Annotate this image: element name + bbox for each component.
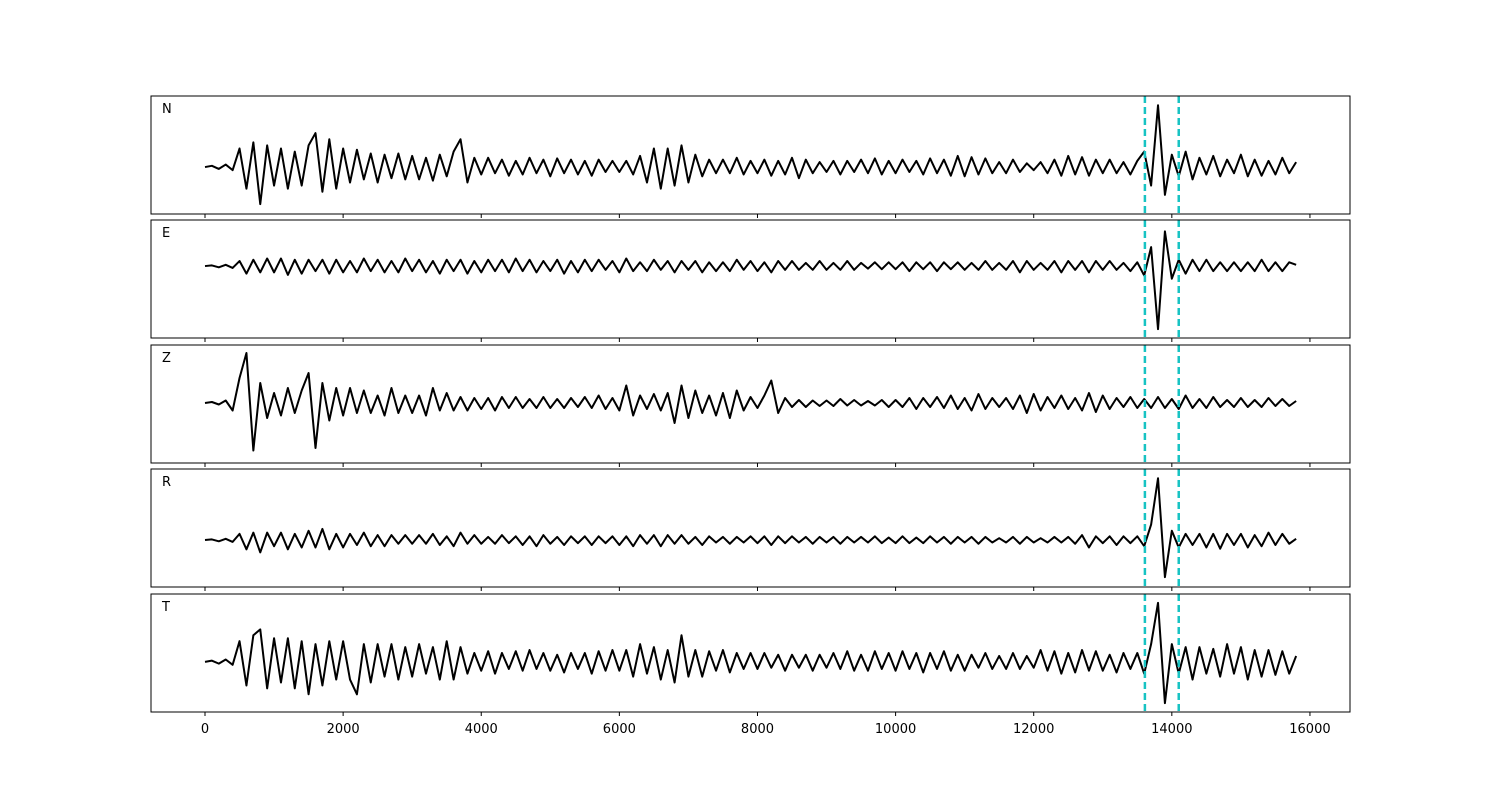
panel-label: N (162, 102, 172, 117)
x-tick-label: 12000 (1013, 722, 1054, 737)
waveform (204, 352, 1297, 452)
panel-frame (150, 468, 1351, 588)
panel-label: R (162, 475, 171, 490)
waveform (204, 104, 1297, 206)
panel-label: E (162, 226, 170, 241)
panel-frame (150, 344, 1351, 464)
panel-frame (150, 593, 1351, 713)
waveform (204, 230, 1297, 331)
panel-label: Z (162, 351, 171, 366)
panel-frame (150, 95, 1351, 215)
x-tick-label: 8000 (741, 722, 774, 737)
waveform (204, 477, 1297, 579)
x-tick-label: 14000 (1151, 722, 1192, 737)
x-tick-label: 10000 (875, 722, 916, 737)
panel-label: T (161, 600, 170, 615)
x-tick-label: 0 (201, 722, 209, 737)
panel-frame (150, 219, 1351, 339)
x-tick-label: 2000 (327, 722, 360, 737)
x-tick-label: 4000 (465, 722, 498, 737)
x-tick-label: 16000 (1289, 722, 1330, 737)
x-tick-label: 6000 (603, 722, 636, 737)
waveform (204, 601, 1298, 705)
